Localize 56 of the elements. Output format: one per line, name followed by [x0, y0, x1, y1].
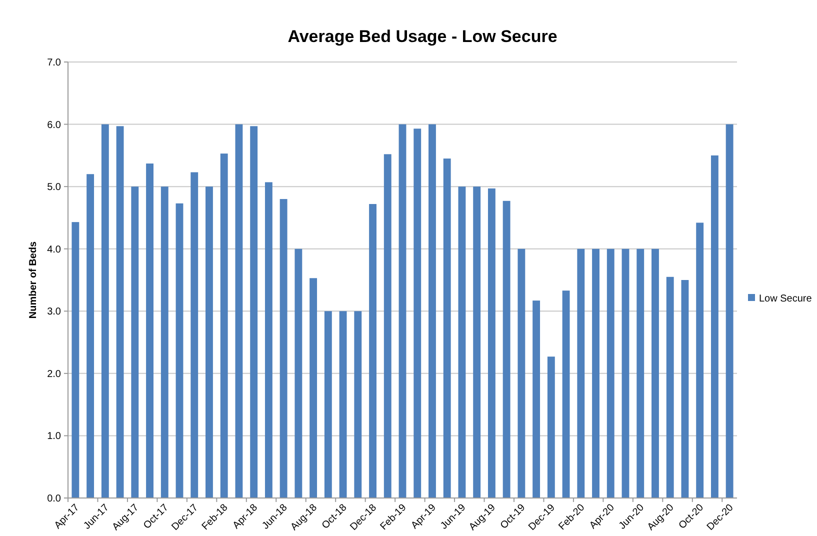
bar [577, 248, 585, 498]
bar [220, 154, 228, 498]
bar [710, 155, 718, 498]
bar [101, 124, 109, 498]
bar [131, 186, 139, 498]
bar [518, 248, 526, 498]
y-axis-title: Number of Beds [28, 240, 39, 319]
bar [235, 124, 243, 498]
bar [324, 311, 332, 498]
bar [86, 174, 94, 498]
bar [488, 188, 496, 498]
y-tick-label: 6.0 [47, 120, 62, 131]
y-tick-label: 3.0 [47, 306, 62, 318]
y-tick-label: 2.0 [47, 368, 62, 380]
bar [443, 158, 451, 498]
y-tick-label: 1.0 [47, 431, 62, 442]
bar [384, 154, 392, 498]
bar [294, 248, 302, 498]
y-tick-label: 7.0 [47, 58, 62, 68]
bar [458, 186, 466, 498]
bar [339, 311, 347, 498]
bar [354, 311, 362, 498]
bar [532, 300, 540, 498]
y-tick-label: 4.0 [47, 244, 62, 256]
bar [72, 222, 80, 498]
bar [190, 172, 198, 498]
bar [622, 248, 630, 498]
bar [473, 186, 481, 498]
bar [547, 356, 555, 498]
bar [116, 126, 124, 498]
y-tick-label: 0.0 [47, 494, 62, 504]
bar [310, 278, 318, 498]
bar [398, 124, 406, 498]
bar [681, 280, 689, 498]
bar [652, 248, 659, 498]
bar [250, 126, 258, 498]
y-tick-label: 5.0 [47, 182, 62, 194]
bar [160, 186, 168, 498]
bar [562, 290, 570, 498]
legend-label: Low Secure [759, 294, 812, 304]
bar [636, 248, 644, 498]
bar [206, 186, 213, 498]
bar [726, 124, 734, 498]
bar [176, 203, 184, 498]
chart-title: Average Bed Usage - Low Secure [288, 27, 558, 46]
bar [280, 199, 288, 498]
bar [606, 248, 614, 498]
bar [369, 204, 376, 498]
bar [414, 128, 422, 498]
bar [146, 164, 154, 498]
bar [502, 200, 510, 498]
bar [696, 222, 704, 498]
bar [592, 248, 600, 498]
bar [264, 182, 272, 498]
bar [666, 276, 674, 498]
bar [428, 124, 436, 498]
